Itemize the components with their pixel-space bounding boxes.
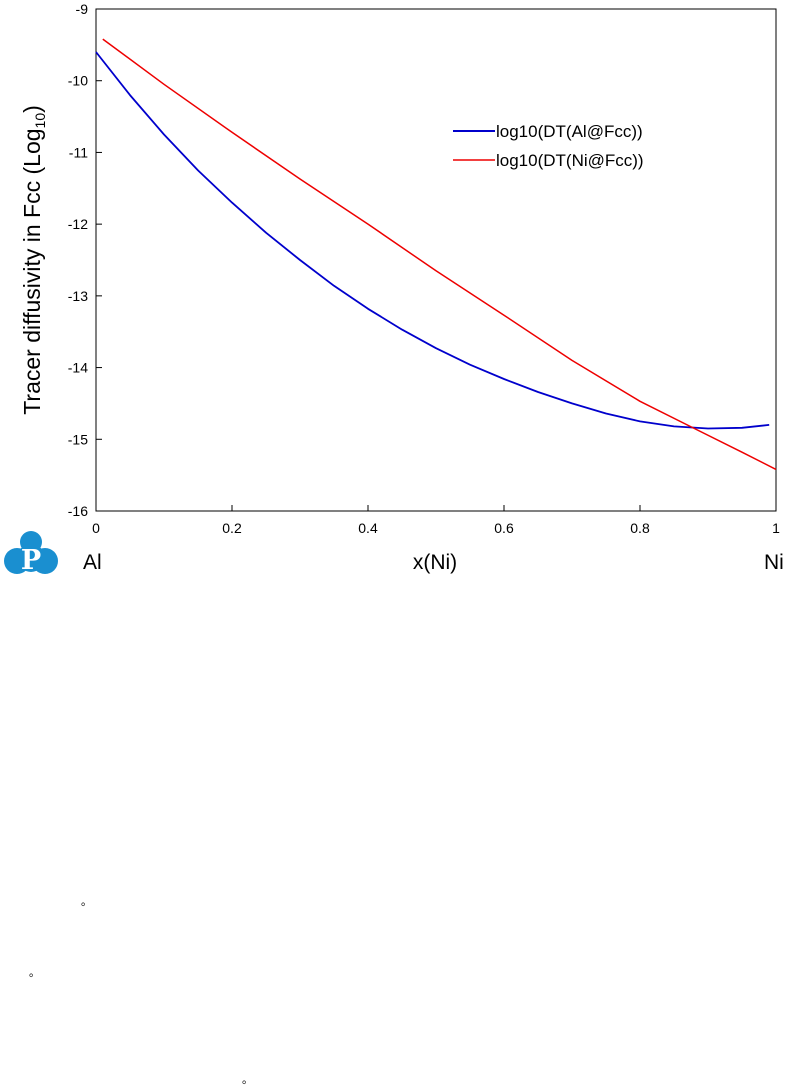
y-tick-label: -11 — [69, 144, 88, 160]
y-axis-label-main: Tracer diffusivity in Fcc (Log — [19, 128, 45, 414]
series-lines — [95, 38, 777, 471]
y-tick-label: -16 — [68, 503, 88, 519]
y-axis-ticks: -9 -10 -11 -12 -13 -14 -15 -16 — [68, 1, 102, 519]
y-axis-label-subscript: 10 — [32, 113, 48, 129]
x-tick-label: 1 — [772, 520, 780, 536]
y-tick-label: -15 — [68, 431, 88, 447]
y-tick-label: -10 — [68, 73, 88, 89]
x-tick-label: 0 — [92, 520, 100, 536]
series-line-al — [95, 51, 770, 430]
x-axis-label: x(Ni) — [413, 551, 457, 574]
x-tick-label: 0.6 — [494, 520, 514, 536]
plot-area-frame — [95, 8, 777, 512]
legend: log10(DT(Al@Fcc)) log10(DT(Ni@Fcc)) — [453, 122, 644, 170]
circle-mark-3: 。 — [242, 1073, 253, 1086]
y-tick-label: -9 — [76, 1, 89, 17]
x-axis-right-end-label: Ni — [764, 551, 784, 574]
y-tick-label: -14 — [68, 360, 88, 376]
logo: P — [4, 531, 58, 576]
x-tick-label: 0.8 — [630, 520, 650, 536]
y-axis-label-end: ) — [19, 105, 45, 113]
y-tick-label: -12 — [68, 216, 88, 232]
y-tick-label: -13 — [68, 288, 88, 304]
circle-mark-2: 。 — [29, 966, 40, 979]
legend-label-ni: log10(DT(Ni@Fcc)) — [496, 151, 644, 170]
x-tick-label: 0.2 — [222, 520, 242, 536]
chart: 0 0.2 0.4 0.6 0.8 1 -9 -10 -11 -12 -13 -14 -15 -16 l… — [4, 1, 784, 576]
logo-bubble-center — [17, 544, 45, 572]
x-tick-label: 0.4 — [358, 520, 378, 536]
circle-mark-1: 。 — [81, 895, 92, 908]
logo-letter: P — [21, 545, 41, 576]
series-line-ni — [102, 38, 777, 471]
legend-label-al: log10(DT(Al@Fcc)) — [496, 122, 643, 141]
y-axis-label: Tracer diffusivity in Fcc (Log10) — [19, 105, 48, 415]
x-axis-left-end-label: Al — [83, 551, 102, 574]
x-axis-ticks: 0 0.2 0.4 0.6 0.8 1 — [92, 505, 780, 536]
